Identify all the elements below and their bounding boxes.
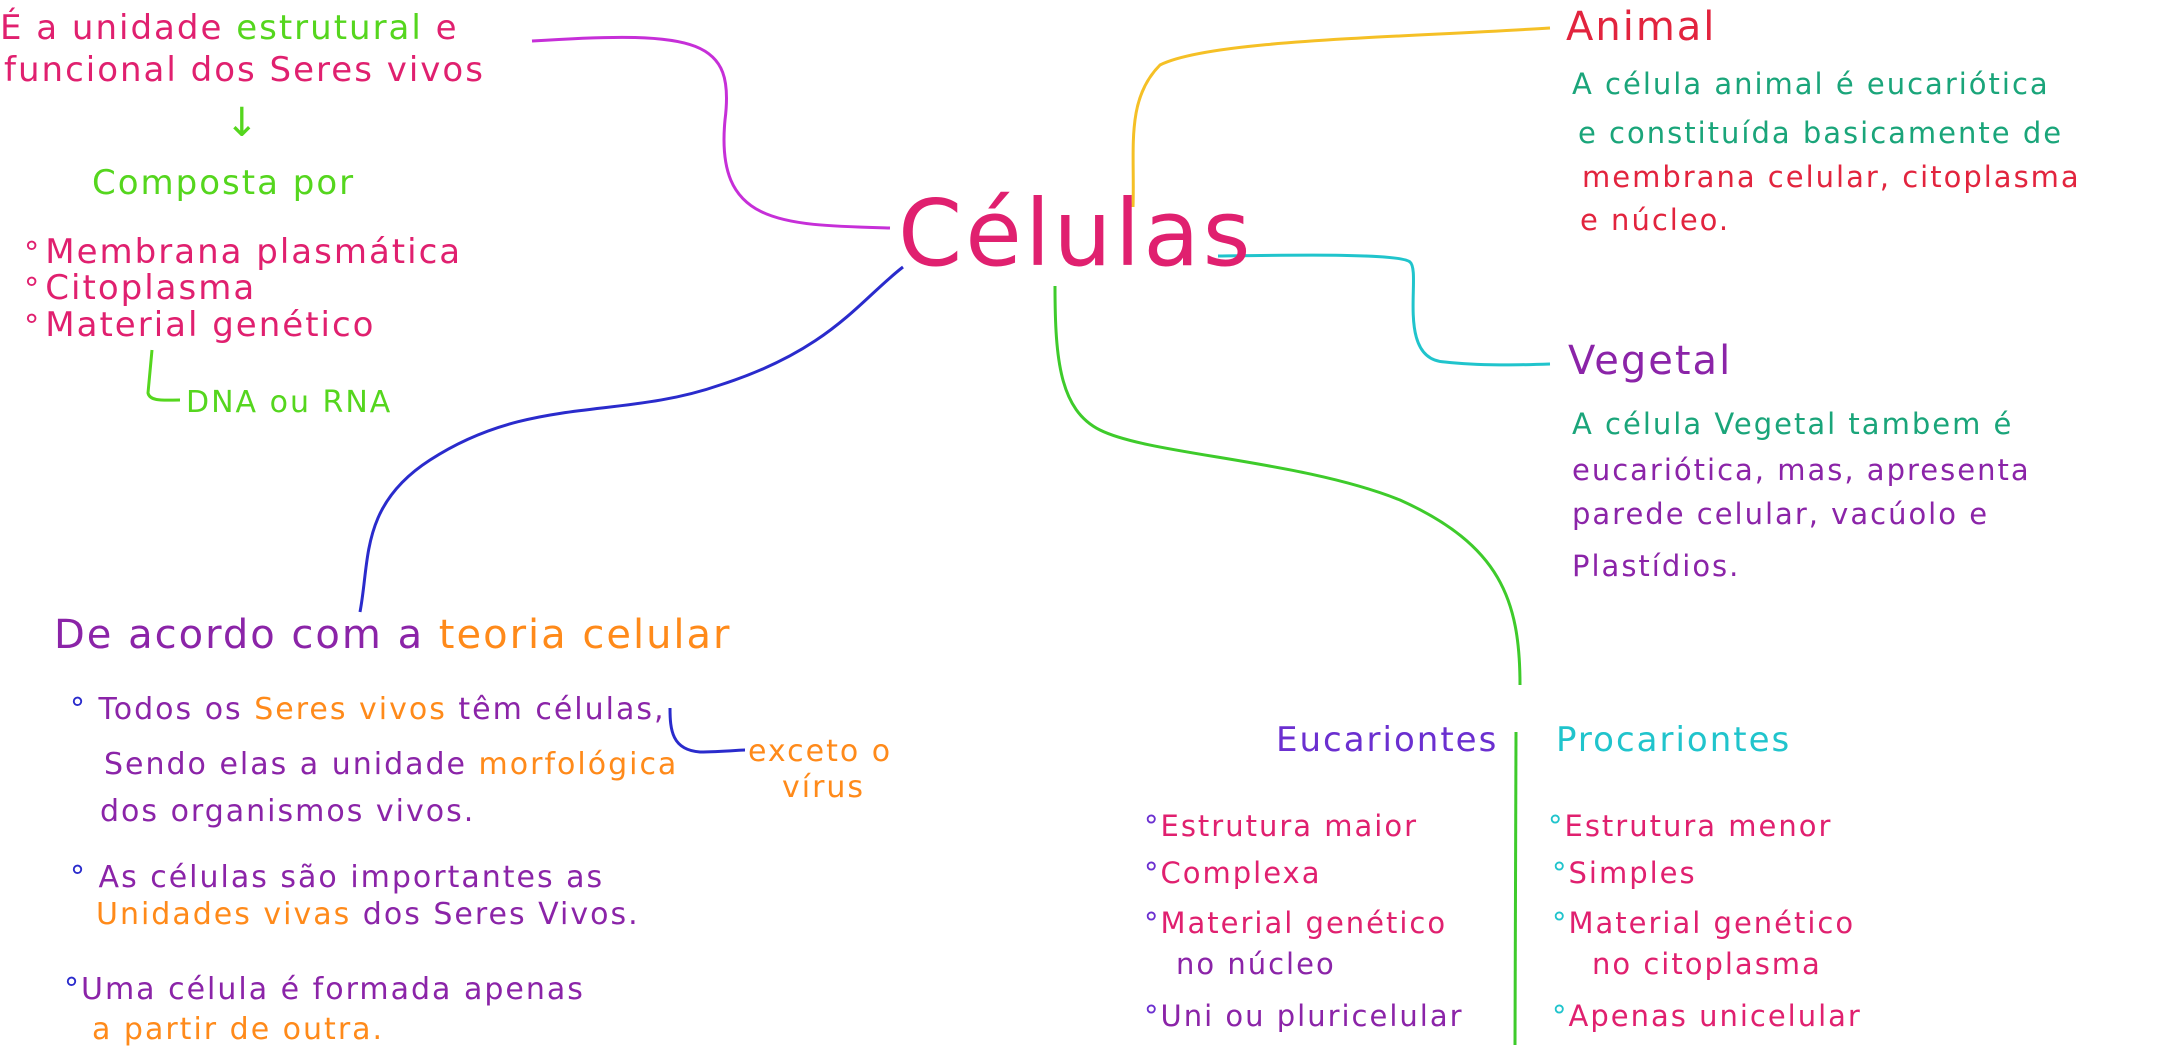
theory-virus-note-2: vírus — [782, 770, 866, 805]
bullet-icon: ° — [1144, 809, 1161, 843]
divider-eu-pro — [1513, 731, 1518, 1046]
definition-highlight: estrutural — [236, 8, 423, 48]
bullet-icon: ° — [1552, 856, 1569, 890]
definition-line-1: É a unidade estrutural e — [0, 8, 459, 48]
theory-point-1-line-1: ° Todos os Seres vivos têm células, — [70, 690, 666, 730]
composition-sub-dna-rna: DNA ou RNA — [186, 385, 393, 420]
down-arrow-icon: ↓ — [225, 100, 261, 146]
theory-p3-line1: Uma célula é formada apenas — [81, 972, 585, 1007]
theory-p1-highlight: Seres vivos — [254, 692, 447, 727]
vegetal-line-3: parede celular, vacúolo e — [1572, 497, 1990, 531]
theory-point-1-line-3: dos organismos vivos. — [100, 794, 476, 829]
theory-virus-note-1: exceto o — [748, 734, 893, 769]
bullet-icon: ° — [64, 972, 81, 1007]
theory-title-highlight: teoria celular — [438, 612, 732, 658]
theory-p2-line2-b: dos Seres Vivos. — [351, 897, 640, 932]
connector-definition — [531, 35, 891, 230]
animal-line-2: e constituída basicamente de — [1578, 116, 2064, 150]
prokaryotes-item-4: °Apenas unicelular — [1552, 996, 1862, 1036]
eukaryotes-item-2-text: Complexa — [1160, 856, 1322, 890]
prokaryotes-item-2-text: Simples — [1568, 856, 1697, 890]
bullet-icon: ° — [70, 692, 87, 727]
eukaryotes-item-1-text: Estrutura maior — [1160, 809, 1419, 843]
bullet-icon: ° — [1548, 809, 1565, 843]
prokaryotes-item-4-text: Apenas unicelular — [1568, 999, 1862, 1033]
eukaryotes-item-3-line-2: no núcleo — [1176, 947, 1336, 981]
prokaryotes-item-3-text: Material genético — [1568, 906, 1856, 940]
connector-dna — [146, 349, 181, 402]
theory-title-pre: De acordo com a — [54, 612, 439, 658]
definition-text-post: e — [422, 8, 459, 48]
eukaryotes-item-1: °Estrutura maior — [1144, 806, 1418, 846]
prokaryotes-item-1-text: Estrutura menor — [1564, 809, 1833, 843]
theory-p1-line2-highlight: morfológica — [478, 747, 679, 782]
animal-title: Animal — [1566, 4, 1717, 50]
bullet-icon: ° — [70, 860, 87, 895]
bullet-icon: ° — [1144, 856, 1161, 890]
theory-p1-b: têm células, — [446, 692, 666, 727]
prokaryotes-item-3: °Material genético — [1552, 903, 1855, 943]
bullet-icon: ° — [1144, 906, 1161, 940]
connector-theory — [358, 265, 904, 613]
eukaryotes-title: Eucariontes — [1276, 720, 1499, 760]
composition-title: Composta por — [92, 163, 356, 203]
theory-point-3-line-1: °Uma célula é formada apenas — [64, 970, 585, 1010]
composition-item-genetic: Material genético — [24, 305, 375, 345]
center-title: Células — [898, 180, 1254, 287]
prokaryotes-item-3-line-2: no citoplasma — [1592, 947, 1822, 981]
prokaryotes-title: Procariontes — [1556, 720, 1792, 760]
animal-line-3: membrana celular, citoplasma — [1582, 160, 2081, 194]
eukaryotes-item-3-text: Material genético — [1160, 906, 1448, 940]
vegetal-title: Vegetal — [1568, 338, 1733, 384]
eukaryotes-item-4: °Uni ou pluricelular — [1144, 996, 1464, 1036]
theory-point-3-line-2: a partir de outra. — [92, 1012, 385, 1047]
theory-p1-line2-a: Sendo elas a unidade — [104, 747, 479, 782]
theory-p2-highlight: Unidades vivas — [96, 897, 352, 932]
connector-types — [1053, 285, 1522, 686]
connector-animal — [1131, 26, 1551, 208]
bullet-icon: ° — [1552, 906, 1569, 940]
connector-virus-note — [668, 707, 746, 754]
theory-p1-a: Todos os — [98, 692, 255, 727]
connector-vegetal — [1217, 253, 1551, 367]
theory-point-1-line-2: Sendo elas a unidade morfológica — [104, 745, 678, 785]
eukaryotes-item-4-text: Uni ou pluricelular — [1160, 999, 1464, 1033]
definition-text-pre: É a unidade — [0, 8, 237, 48]
vegetal-line-4: Plastídios. — [1572, 549, 1741, 583]
definition-line-2: funcional dos Seres vivos — [4, 50, 485, 90]
prokaryotes-item-1: °Estrutura menor — [1548, 806, 1832, 846]
theory-point-2-line-2: Unidades vivas dos Seres Vivos. — [96, 895, 640, 935]
eukaryotes-item-2: °Complexa — [1144, 853, 1321, 893]
eukaryotes-item-3: °Material genético — [1144, 903, 1447, 943]
vegetal-line-2: eucariótica, mas, apresenta — [1572, 453, 2031, 487]
composition-item-membrane: Membrana plasmática — [24, 232, 462, 272]
animal-line-1: A célula animal é eucariótica — [1572, 67, 2050, 101]
theory-title: De acordo com a teoria celular — [54, 612, 731, 658]
animal-line-4: e núcleo. — [1580, 203, 1731, 237]
theory-p2-line1: As células são importantes as — [98, 860, 605, 895]
theory-point-2-line-1: ° As células são importantes as — [70, 858, 604, 898]
prokaryotes-item-2: °Simples — [1552, 853, 1697, 893]
vegetal-line-1: A célula Vegetal tambem é — [1572, 407, 2014, 441]
bullet-icon: ° — [1144, 999, 1161, 1033]
composition-item-cytoplasm: Citoplasma — [24, 268, 256, 308]
bullet-icon: ° — [1552, 999, 1569, 1033]
